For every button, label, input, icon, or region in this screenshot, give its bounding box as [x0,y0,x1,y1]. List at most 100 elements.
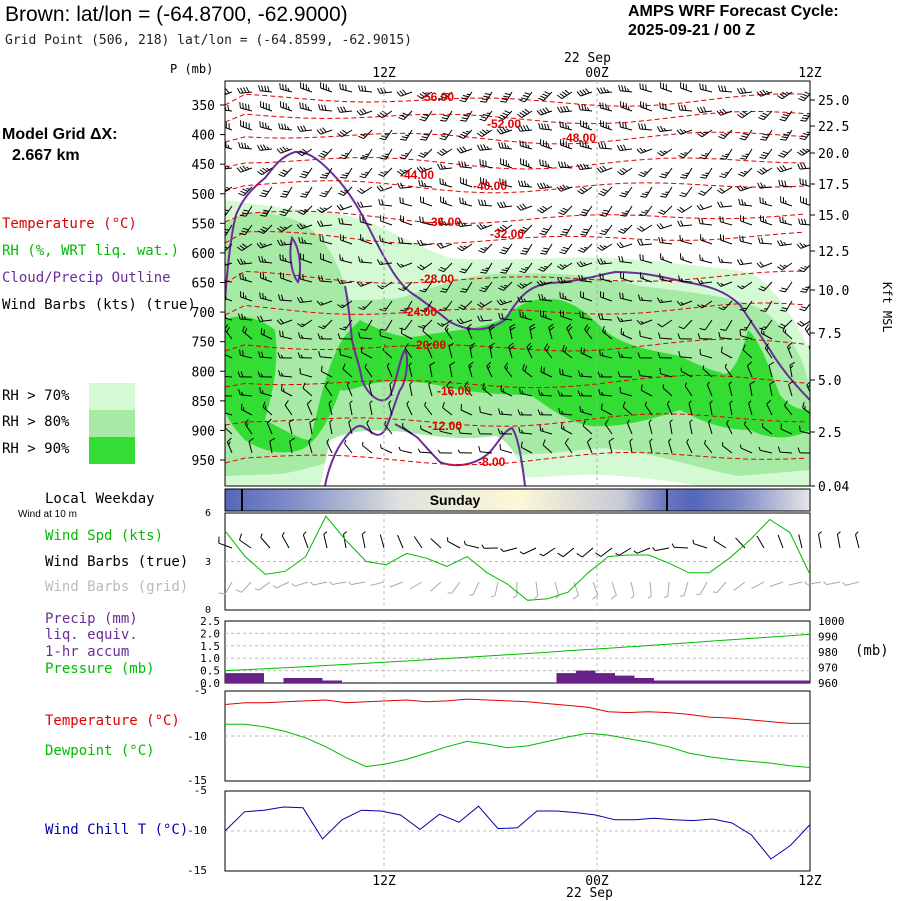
cross-section-barb-flag [605,143,607,149]
pressure-tick-label: 450 [192,158,215,173]
cross-section-barb-flag [637,149,641,153]
cross-section-barb-flag [622,213,628,214]
cross-section-barb-flag [380,330,381,336]
cross-section-barb-flag [323,128,327,132]
windchill-label: Wind Chill T (°C) [45,822,188,838]
cross-section-barb-flag [526,142,527,148]
cross-section-barb [805,329,812,339]
weekday-bar [225,489,810,511]
cross-section-barb-flag [340,254,341,260]
cross-section-barb-flag [548,124,549,130]
cross-section-barb-flag [784,242,786,245]
cross-section-barb-flag [603,166,607,170]
cross-section-panel [217,82,815,486]
cross-section-barb-flag [503,202,506,207]
cross-section-barb [784,149,793,157]
cross-section-barb-flag [283,331,284,337]
precip-tick-label: 1.0 [200,652,220,665]
cross-section-barb-flag [220,214,226,216]
cross-section-barb-flag [378,174,383,176]
cross-section-barb-flag [304,210,308,211]
isotherm [225,94,805,106]
cross-section-barb-flag [540,253,546,254]
cross-section-barb-flag [381,88,384,93]
cross-section-barb-flag [540,208,545,211]
pressure-tick-label: 350 [192,99,215,114]
cross-section-barb-flag [221,393,223,396]
cross-section-barb-flag [777,167,781,171]
cross-section-barb-flag [523,248,529,249]
cross-section-barb-flag [719,257,721,263]
top-time-tick-label: 12Z [798,66,822,81]
cross-section-barb-flag [577,164,580,169]
cross-section-barb-flag [623,332,624,336]
cross-section-barb-flag [742,156,748,157]
cross-section-barb-flag [442,118,448,119]
pressure-tick-label: 960 [818,677,838,690]
cross-section-barb-flag [423,217,424,223]
cross-section-barb-flag [697,134,702,137]
cross-section-barb-flag [637,228,642,231]
cross-section-barb-flag [505,94,511,95]
cross-section-barb-flag [620,229,625,231]
cross-section-barb-flag [625,86,626,92]
cross-section-barb-flag [759,157,765,159]
cross-section-barb-flag [224,348,225,354]
cross-section-barb-flag [560,94,565,97]
cross-section-barb-flag [500,202,503,207]
top-time-tick-label: 12Z [372,66,396,81]
cross-section-barb-flag [285,124,286,129]
cross-section-barb-flag [640,83,641,89]
cross-section-barb-flag [300,368,301,374]
cross-section-barb-flag [525,181,527,187]
height-axis: 25.022.520.017.515.012.510.07.55.02.50.0… [810,94,849,495]
precip-bar [557,673,577,683]
cross-section-barb-flag [244,88,247,93]
cross-section-barb-flag [681,193,687,195]
cross-section-barb-flag [523,204,527,208]
cross-section-barb-flag [321,193,327,195]
cross-section-barb-flag [804,163,806,168]
rh-legend-swatches [89,383,135,464]
isotherm-label: -36.00 [427,215,461,229]
cross-section-barb-flag [786,92,789,93]
cross-section-barb-flag [800,150,805,154]
cross-section-barb-flag [546,108,550,112]
dewpoint-label: Dewpoint (°C) [45,743,155,759]
precip-label-2: liq. equiv. [45,627,138,643]
cross-section-barb-flag [341,155,347,157]
precip-bar [284,678,304,683]
cross-section-barb-flag [460,197,461,203]
cross-section-barb-flag [562,92,567,96]
cross-section-barb-flag [258,145,261,150]
forecast-cycle-value: 2025-09-21 / 00 Z [628,22,755,40]
cross-section-barb-flag [219,104,221,110]
cross-section-barb-flag [459,161,460,167]
cross-section-barb-flag [543,94,548,96]
cross-section-barb-flag [803,94,808,96]
cross-section-barb [785,282,792,292]
cross-section-barb-flag [577,92,581,97]
cross-section-barb-flag [557,95,562,99]
cross-section-barb-flag [226,89,230,93]
cross-section-barb-flag [698,193,703,195]
surface-barb-grid-flag [843,582,846,585]
cross-section-barb-flag [438,164,441,169]
cross-section-barb-flag [583,229,589,230]
cross-section-barb-flag [602,143,604,149]
cross-section-barb-flag [600,273,601,279]
cross-section-barb-flag [218,164,221,169]
cross-section-barb-flag [617,145,620,150]
cross-section-barb-flag [402,137,408,138]
cross-section-barb-flag [483,160,484,166]
cross-section-barb-flag [460,148,464,153]
cross-section-barb [786,301,792,311]
cross-section-barb-flag [600,215,606,216]
cross-section-barb-flag [783,151,788,153]
cross-section-barb-flag [721,202,723,207]
windchill-tick-label: -10 [187,824,207,837]
cross-section-barb-flag [246,87,249,92]
cross-section-barb-flag [660,368,661,374]
cross-section-barb-flag [582,104,583,110]
cross-section-barb-flag [417,240,420,245]
